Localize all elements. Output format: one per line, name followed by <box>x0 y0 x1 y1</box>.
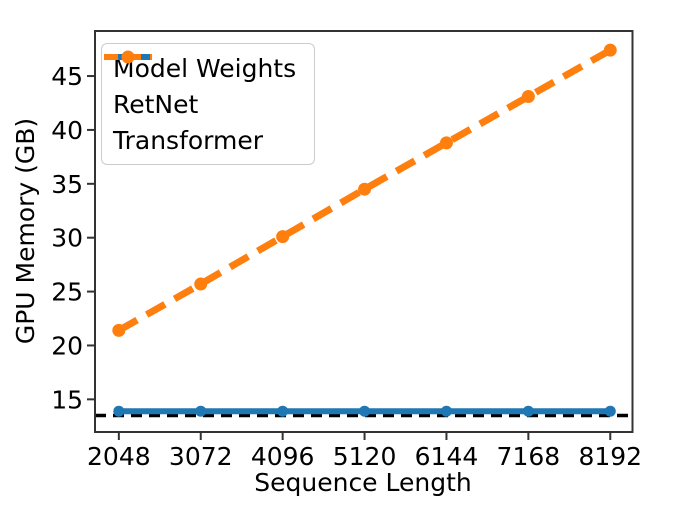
data-point-retnet <box>113 405 125 417</box>
y-tick-label: 15 <box>51 385 83 414</box>
y-tick-label: 30 <box>51 224 83 253</box>
x-tick-label: 6144 <box>415 442 479 471</box>
data-point-transformer <box>521 90 535 104</box>
data-point-retnet <box>195 405 207 417</box>
data-point-retnet <box>277 405 289 417</box>
y-tick-label: 25 <box>51 278 83 307</box>
x-tick-label: 7168 <box>497 442 561 471</box>
legend-line-sample <box>104 50 152 64</box>
x-axis-title: Sequence Length <box>254 468 472 497</box>
x-tick-label: 3072 <box>169 442 233 471</box>
data-point-transformer <box>112 323 126 337</box>
y-tick-label: 45 <box>51 62 83 91</box>
data-point-transformer <box>276 230 290 244</box>
legend-label: RetNet <box>113 89 199 119</box>
data-point-retnet <box>522 405 534 417</box>
axes: 2048 3072 4096 5120 6144 7168 8192 15 20 25 30 35 40… <box>51 30 642 471</box>
x-tick-label: 2048 <box>87 442 151 471</box>
data-point-transformer <box>603 43 617 57</box>
legend-marker <box>121 50 135 64</box>
y-tick-label: 40 <box>51 116 83 145</box>
data-point-retnet <box>359 405 371 417</box>
y-tick-label: 35 <box>51 170 83 199</box>
x-tick-label: 4096 <box>251 442 315 471</box>
y-axis-title: GPU Memory (GB) <box>11 118 40 344</box>
data-point-transformer <box>358 182 372 196</box>
data-point-transformer <box>194 277 208 291</box>
legend-item-transformer: Transformer <box>104 50 296 158</box>
data-point-retnet <box>604 405 616 417</box>
x-tick-label: 8192 <box>578 442 642 471</box>
legend-item-retnet: RetNet <box>104 51 296 122</box>
y-tick-label: 20 <box>51 331 83 360</box>
x-tick-label: 5120 <box>333 442 397 471</box>
legend: Model Weights RetNet Transformer <box>101 43 316 165</box>
data-point-transformer <box>439 136 453 150</box>
plot-area <box>95 43 633 418</box>
legend-label: Transformer <box>113 125 264 155</box>
data-point-retnet <box>440 405 452 417</box>
